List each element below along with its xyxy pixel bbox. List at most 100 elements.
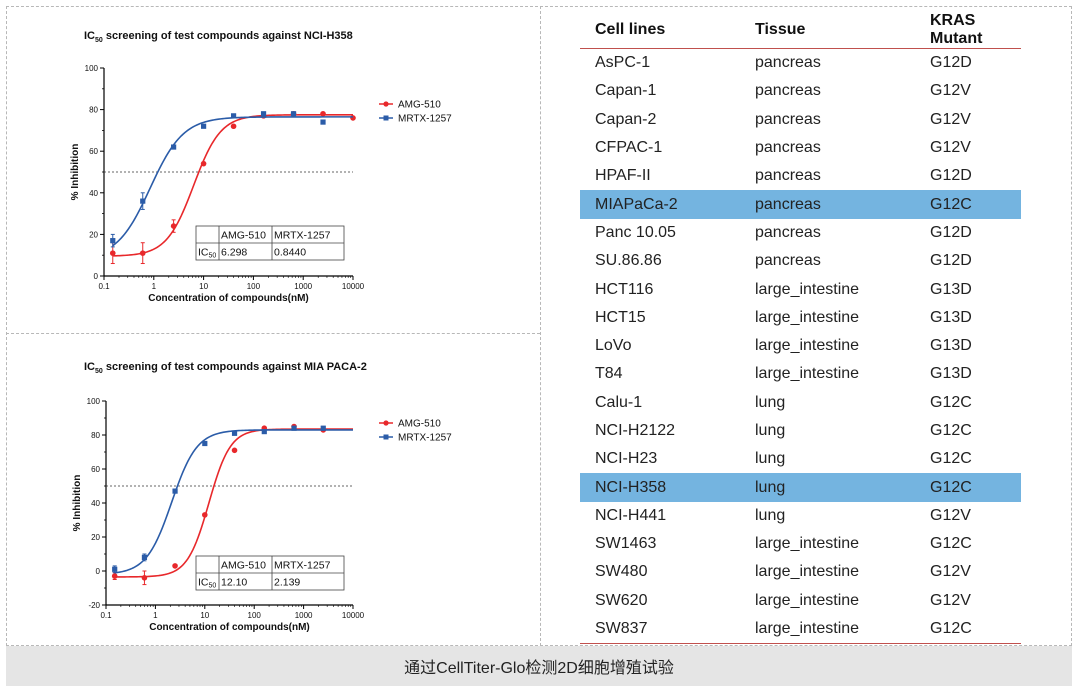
legend-marker-0 xyxy=(383,101,389,107)
table-row: CFPAC-1 pancreas G12V xyxy=(580,134,1021,162)
chart-1-title-rest: screening of test compounds against NCI-… xyxy=(102,30,353,42)
series-0-point xyxy=(202,512,208,518)
tissue-cell: pancreas xyxy=(755,167,821,185)
kras-mutant-cell: G12V xyxy=(930,82,971,100)
series-1-point xyxy=(291,425,297,431)
table-row: HCT116 large_intestine G13D xyxy=(580,275,1021,303)
tissue-cell: large_intestine xyxy=(740,614,915,645)
series-1-point xyxy=(141,554,148,560)
series-1-point xyxy=(171,144,177,150)
legend-label-0: AMG-510 xyxy=(398,419,441,430)
series-1-point xyxy=(290,111,297,117)
series-1-point xyxy=(231,430,238,436)
series-1-point xyxy=(110,238,116,244)
series-0-point xyxy=(139,250,146,256)
x-tick-label: 100 xyxy=(247,282,261,291)
tissue-cell: large_intestine xyxy=(755,337,860,355)
tissue-cell: large_intestine xyxy=(755,308,860,326)
series-1-point xyxy=(320,425,326,431)
x-tick-label: 1 xyxy=(153,611,158,620)
table-row: Capan-1 pancreas G12V xyxy=(580,77,1021,105)
y-tick-label: 40 xyxy=(89,189,98,198)
series-0-point xyxy=(231,447,238,454)
series-0-point xyxy=(109,250,116,256)
kras-mutant-cell: G12V xyxy=(930,591,971,609)
table-row: NCI-H358 lung G12C xyxy=(580,473,1021,502)
cell-line-cell: NCI-H441 xyxy=(595,506,667,524)
cell-line-cell: HCT15 xyxy=(595,308,646,326)
ic50-row-label-sub: 50 xyxy=(209,253,217,260)
series-0-point xyxy=(172,563,178,569)
y-axis-label: % Inhibition xyxy=(70,144,81,201)
table-row: Capan-2 pancreas G12V xyxy=(580,106,1021,134)
vertical-divider xyxy=(540,6,541,646)
chart-2-ic50-mia-paca-2: -20 0 20 40 60 80 100 0.1 1 10 100 1000 10000 Concent… xyxy=(72,397,452,633)
y-tick-label: 60 xyxy=(89,147,98,156)
cell-line-cell: CFPAC-1 xyxy=(595,139,663,157)
series-0-point xyxy=(230,123,237,130)
ic50-row-label-sub: 50 xyxy=(209,583,217,590)
ic50-row-label-prefix: IC xyxy=(198,577,209,589)
cell-line-cell: NCI-H23 xyxy=(595,450,658,468)
horizontal-divider xyxy=(6,333,540,334)
legend-marker-1 xyxy=(383,115,389,121)
x-tick-label: 1 xyxy=(152,282,157,291)
table-header-row: Cell lines Tissue KRAS Mutant xyxy=(580,12,1021,49)
kras-mutant-cell: G13D xyxy=(930,365,972,383)
chart-1-title-prefix: IC xyxy=(84,30,95,42)
ic50-table-value: 6.298 xyxy=(221,247,247,259)
kras-mutant-cell: G12V xyxy=(930,110,971,128)
y-tick-label: 80 xyxy=(91,431,100,440)
table-row: LoVo large_intestine G13D xyxy=(580,332,1021,360)
ic50-table-header: MRTX-1257 xyxy=(274,560,331,572)
ic50-table-value: 2.139 xyxy=(274,577,300,589)
chart-2-title-rest: screening of test compounds against MIA … xyxy=(102,361,367,373)
tissue-cell: pancreas xyxy=(755,139,821,157)
x-tick-label: 10000 xyxy=(342,282,365,291)
tissue-cell: large_intestine xyxy=(755,365,860,383)
table-row: SW620 large_intestine G12V xyxy=(580,587,1021,615)
tissue-cell: pancreas xyxy=(755,82,821,100)
legend-label-0: AMG-510 xyxy=(398,100,441,111)
kras-mutant-cell: G12C xyxy=(915,614,1021,645)
tissue-cell: pancreas xyxy=(755,110,821,128)
cell-line-cell: Capan-1 xyxy=(595,82,657,100)
kras-mutant-cell: G13D xyxy=(930,308,972,326)
ic50-table-value: 12.10 xyxy=(221,577,247,589)
y-tick-label: 20 xyxy=(89,230,98,239)
ic50-table-row-label: IC50 xyxy=(198,247,216,260)
tissue-cell: large_intestine xyxy=(755,563,860,581)
cell-line-cell: Calu-1 xyxy=(595,393,643,411)
table-row: SW1463 large_intestine G12C xyxy=(580,530,1021,558)
kras-mutant-cell: G12C xyxy=(930,535,972,553)
series-0-point xyxy=(111,573,118,579)
kras-mutant-cell: G12V xyxy=(930,506,971,524)
cell-line-cell: SW1463 xyxy=(595,535,657,553)
cell-line-cell: NCI-H358 xyxy=(580,473,740,502)
table-row: HPAF-II pancreas G12D xyxy=(580,162,1021,190)
table-row: SU.86.86 pancreas G12D xyxy=(580,247,1021,275)
footer-caption-bar: 通过CellTiter-Glo检测2D细胞增殖试验 xyxy=(6,646,1072,686)
kras-mutant-cell: G12V xyxy=(930,139,971,157)
cell-lines-table: Cell lines Tissue KRAS Mutant AsPC-1 panc… xyxy=(580,12,1021,645)
cell-line-cell: SU.86.86 xyxy=(595,252,662,270)
ic50-table-header: AMG-510 xyxy=(221,560,266,572)
x-tick-label: 10000 xyxy=(342,611,365,620)
column-header-cell-lines: Cell lines xyxy=(580,12,740,49)
cell-line-cell: NCI-H2122 xyxy=(595,422,676,439)
y-tick-label: 100 xyxy=(85,64,99,73)
table-row: Calu-1 lung G12C xyxy=(580,389,1021,417)
kras-mutant-cell: G12C xyxy=(930,393,972,411)
tissue-cell: lung xyxy=(740,473,915,502)
x-axis-label: Concentration of compounds(nM) xyxy=(149,622,310,633)
cell-line-cell: SW620 xyxy=(595,591,648,609)
table-row: Panc 10.05 pancreas G12D xyxy=(580,219,1021,247)
cell-line-cell: Capan-2 xyxy=(595,110,657,128)
tissue-cell: pancreas xyxy=(755,223,821,241)
table-row: SW480 large_intestine G12V xyxy=(580,558,1021,586)
table-row: NCI-H23 lung G12C xyxy=(580,445,1021,473)
kras-mutant-cell: G12C xyxy=(915,190,1021,219)
legend-label-1: MRTX-1257 xyxy=(398,114,452,125)
y-tick-label: 0 xyxy=(96,567,101,576)
y-tick-label: 100 xyxy=(87,397,101,406)
